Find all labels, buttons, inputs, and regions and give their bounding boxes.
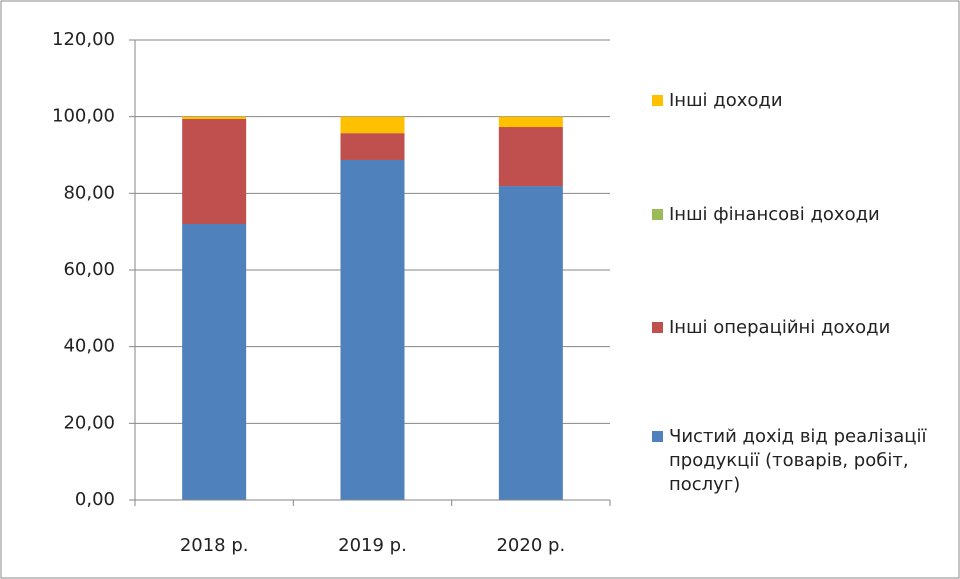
bar-segment [498,186,563,501]
bar-segment [182,118,247,224]
legend-entry: Інші операційні доходи [652,316,942,340]
legend-swatch [652,95,663,106]
y-tick-label: 120,00 [52,29,115,50]
bar-segment [182,116,247,119]
bar-segment [498,127,563,187]
x-tick-label: 2018 р. [180,535,249,556]
y-tick-label: 80,00 [63,182,115,203]
bar-segment [340,133,405,160]
y-tick-label: 20,00 [63,412,115,433]
legend-label: Інші операційні доходи [669,317,891,338]
legend-entry: Інші доходи [652,89,942,113]
bar-segment [340,159,405,500]
legend-swatch [652,209,663,220]
bar-segment [182,224,247,500]
y-tick-label: 40,00 [63,336,115,357]
legend-swatch [652,322,663,333]
x-tick-label: 2020 р. [496,535,565,556]
legend-swatch [652,431,663,442]
legend-entry: Інші фінансові доходи [652,203,942,227]
legend-entry: Чистий дохід від реалізації продукції (т… [652,425,942,497]
legend-label: Інші доходи [669,90,783,111]
bar-segment [498,116,563,128]
legend-label: Інші фінансові доходи [669,204,880,225]
x-tick-label: 2019 р. [338,535,407,556]
bar-segment [340,116,405,134]
y-tick-label: 100,00 [52,106,115,127]
y-tick-label: 0,00 [75,489,115,510]
y-tick-label: 60,00 [63,259,115,280]
legend-label: Чистий дохід від реалізації продукції (т… [669,426,927,495]
